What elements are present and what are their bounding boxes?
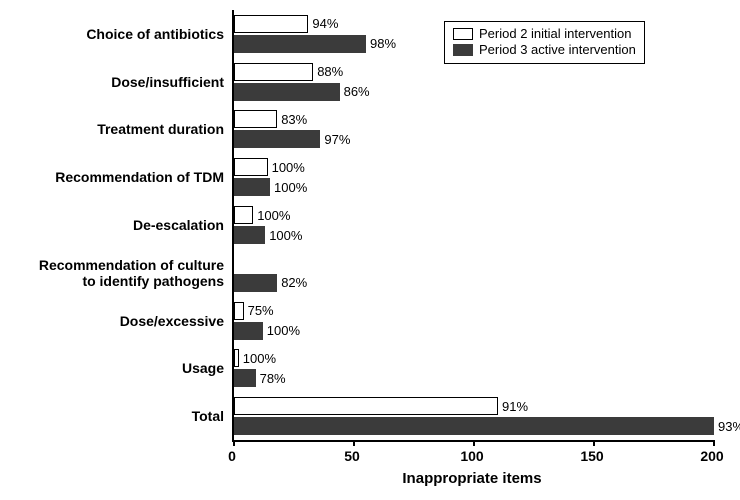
ytick-label: De-escalation [133, 217, 224, 233]
bar-period2 [234, 158, 268, 176]
legend-label: Period 2 initial intervention [479, 26, 631, 42]
legend-label: Period 3 active intervention [479, 42, 636, 58]
bar-period3 [234, 178, 270, 196]
bar-value-label: 83% [281, 112, 307, 127]
bar-period2 [234, 302, 244, 320]
bar-period3 [234, 83, 340, 101]
xtick-mark [473, 440, 475, 446]
xtick-mark [593, 440, 595, 446]
plot-area: 94% 98% 88%86% 83% 97% 100% 100% 100% 100% 82% 75%… [232, 10, 714, 442]
bar-value-label: 98% [370, 36, 396, 51]
bar-value-label: 100% [243, 351, 276, 366]
bar-period2 [234, 15, 308, 33]
bar-period2 [234, 206, 253, 224]
ytick-label: Choice of antibiotics [86, 26, 224, 42]
bar-value-label: 94% [312, 16, 338, 31]
bar-value-label: 100% [274, 180, 307, 195]
xtick-mark [233, 440, 235, 446]
bar-value-label: 93% [718, 419, 740, 434]
bar-value-label: 82% [281, 275, 307, 290]
ytick-label: Treatment duration [97, 121, 224, 137]
bar-value-label: 100% [269, 228, 302, 243]
bar-period3 [234, 130, 320, 148]
ytick-label: Usage [182, 360, 224, 376]
ytick-label: Recommendation of TDM [55, 169, 224, 185]
bar-value-label: 91% [502, 399, 528, 414]
bar-value-label: 75% [248, 303, 274, 318]
legend-box: Period 2 initial interventionPeriod 3 ac… [444, 21, 645, 64]
xtick-label: 200 [700, 448, 723, 464]
bar-period3 [234, 274, 277, 292]
bar-value-label: 88% [317, 64, 343, 79]
xtick-label: 100 [460, 448, 483, 464]
legend-swatch [453, 44, 473, 56]
bar-period3 [234, 35, 366, 53]
bar-period2 [234, 349, 239, 367]
bar-period3 [234, 322, 263, 340]
xtick-label: 150 [580, 448, 603, 464]
bar-value-label: 100% [257, 208, 290, 223]
bar-value-label: 97% [324, 132, 350, 147]
x-axis-label: Inappropriate items [232, 470, 712, 487]
ytick-label: Total [192, 408, 224, 424]
bar-period2 [234, 110, 277, 128]
xtick-mark [353, 440, 355, 446]
chart-container: 94% 98% 88%86% 83% 97% 100% 100% 100% 100% 82% 75%… [0, 0, 740, 500]
bar-value-label: 86% [344, 84, 370, 99]
ytick-label: Recommendation of cultureto identify pat… [39, 257, 224, 289]
legend-row: Period 3 active intervention [453, 42, 636, 58]
xtick-label: 0 [228, 448, 236, 464]
xtick-label: 50 [344, 448, 360, 464]
bar-value-label: 100% [272, 160, 305, 175]
bar-period3 [234, 417, 714, 435]
xtick-mark [713, 440, 715, 446]
bar-period3 [234, 369, 256, 387]
legend-swatch [453, 28, 473, 40]
ytick-label: Dose/excessive [120, 313, 224, 329]
bar-period2 [234, 397, 498, 415]
bar-value-label: 78% [260, 371, 286, 386]
legend-row: Period 2 initial intervention [453, 26, 636, 42]
ytick-label: Dose/insufficient [111, 74, 224, 90]
bar-value-label: 100% [267, 323, 300, 338]
bar-period3 [234, 226, 265, 244]
bar-period2 [234, 63, 313, 81]
